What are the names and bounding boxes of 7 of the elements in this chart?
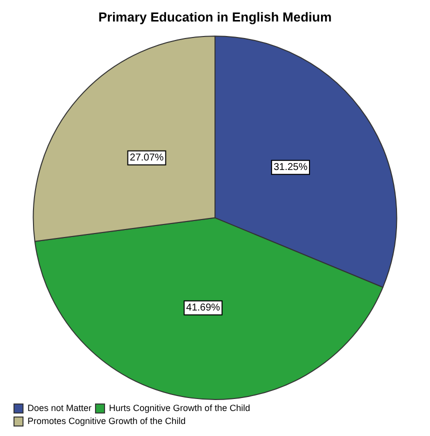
- legend-label: Hurts Cognitive Growth of the Child: [109, 402, 250, 413]
- legend-label: Promotes Cognitive Growth of the Child: [28, 416, 186, 426]
- data-label: 31.25%: [274, 162, 308, 174]
- data-label: 27.07%: [130, 152, 164, 164]
- chart-title: Primary Education in English Medium: [98, 9, 332, 24]
- data-label: 41.69%: [186, 302, 220, 314]
- legend-label: Does not Matter: [28, 402, 92, 413]
